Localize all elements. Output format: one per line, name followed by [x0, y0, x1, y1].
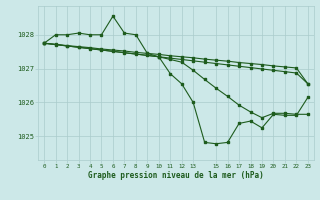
X-axis label: Graphe pression niveau de la mer (hPa): Graphe pression niveau de la mer (hPa) — [88, 171, 264, 180]
